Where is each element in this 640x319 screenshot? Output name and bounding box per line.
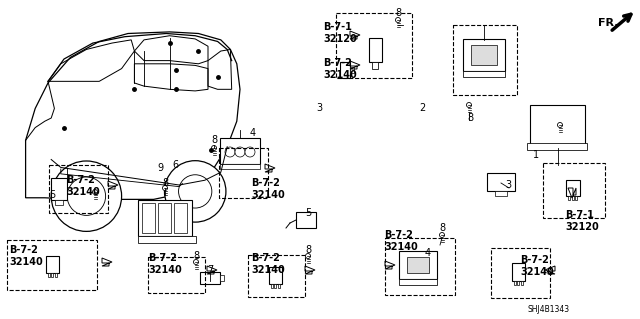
Bar	[406, 256, 429, 273]
Text: 5: 5	[305, 208, 311, 218]
Text: 5: 5	[49, 190, 55, 200]
Text: B-7-2
32140: B-7-2 32140	[520, 255, 554, 277]
Bar	[566, 180, 580, 196]
Bar	[369, 38, 381, 62]
Text: 8: 8	[162, 178, 168, 188]
Bar	[49, 165, 108, 213]
Bar	[399, 279, 437, 285]
Text: 8: 8	[467, 113, 473, 123]
Circle shape	[467, 102, 472, 108]
Bar	[220, 138, 260, 164]
Circle shape	[396, 18, 401, 23]
Circle shape	[225, 147, 235, 157]
Text: 8: 8	[305, 245, 311, 255]
Text: B-7-2
32140: B-7-2 32140	[251, 253, 285, 275]
Text: 3: 3	[505, 180, 511, 190]
Bar	[269, 266, 282, 284]
Bar	[463, 39, 505, 71]
Bar	[174, 203, 187, 233]
Bar	[527, 143, 587, 150]
Bar	[463, 71, 505, 77]
Text: B-7-1
32120: B-7-1 32120	[323, 22, 356, 44]
Bar	[138, 200, 192, 236]
Bar	[248, 255, 305, 297]
Bar	[340, 62, 350, 78]
Circle shape	[440, 233, 445, 238]
Text: SHJ4B1343: SHJ4B1343	[528, 305, 570, 314]
Circle shape	[305, 254, 310, 258]
Text: 3: 3	[316, 103, 322, 113]
Bar	[200, 272, 220, 284]
Circle shape	[211, 145, 216, 151]
Circle shape	[245, 147, 255, 157]
Bar	[142, 203, 155, 233]
Bar	[487, 173, 515, 191]
Text: B-7-2
32140: B-7-2 32140	[9, 245, 43, 267]
Bar	[511, 263, 525, 281]
Circle shape	[67, 177, 106, 215]
Bar	[517, 281, 519, 285]
Text: 7: 7	[207, 265, 213, 275]
Bar	[495, 191, 507, 196]
Circle shape	[557, 122, 563, 128]
Circle shape	[179, 175, 212, 208]
Text: 9: 9	[157, 163, 163, 173]
Bar	[7, 240, 97, 290]
Circle shape	[163, 186, 168, 190]
Text: B-7-2
32140: B-7-2 32140	[384, 230, 418, 252]
Bar	[513, 281, 515, 285]
Bar	[372, 62, 378, 69]
Bar	[491, 248, 550, 298]
Text: 8: 8	[211, 135, 217, 145]
Bar	[55, 200, 63, 205]
Bar	[158, 203, 171, 233]
Text: 6: 6	[172, 160, 178, 170]
Bar	[278, 284, 280, 287]
Bar	[453, 25, 517, 95]
Text: 1: 1	[533, 150, 539, 160]
Circle shape	[51, 161, 122, 231]
Circle shape	[164, 161, 226, 222]
Text: B-7-1
32120: B-7-1 32120	[565, 210, 599, 232]
Text: 4: 4	[425, 248, 431, 258]
Text: 2: 2	[419, 103, 425, 113]
Bar	[336, 13, 412, 78]
Bar	[219, 148, 268, 198]
Text: B-7-2
32140: B-7-2 32140	[66, 175, 100, 197]
Bar	[51, 272, 53, 277]
Text: 4: 4	[250, 128, 256, 138]
Text: B-7-2
32140: B-7-2 32140	[148, 253, 182, 275]
Bar	[51, 178, 67, 200]
Text: 8: 8	[193, 251, 199, 261]
Bar	[220, 275, 224, 281]
Text: FR.: FR.	[598, 18, 618, 28]
Bar	[472, 45, 497, 65]
Bar	[520, 281, 522, 285]
Bar	[399, 251, 437, 279]
Bar	[54, 272, 56, 277]
Text: 8: 8	[395, 8, 401, 18]
Bar	[385, 238, 455, 295]
Circle shape	[235, 147, 245, 157]
Bar	[543, 163, 605, 218]
Bar	[47, 272, 49, 277]
Bar	[350, 67, 354, 73]
Bar	[296, 212, 316, 228]
Bar	[530, 105, 585, 145]
Bar	[568, 196, 570, 200]
Bar	[575, 196, 577, 200]
Bar	[220, 164, 260, 169]
Bar	[274, 284, 276, 287]
Text: 8: 8	[439, 223, 445, 233]
Bar	[148, 257, 205, 293]
Text: B-7-2
32140: B-7-2 32140	[251, 178, 285, 200]
Bar	[271, 284, 273, 287]
Bar	[45, 256, 58, 272]
Circle shape	[93, 189, 97, 195]
Bar	[138, 236, 196, 243]
Bar	[572, 196, 573, 200]
Text: B-7-2
32140: B-7-2 32140	[323, 58, 356, 80]
Circle shape	[193, 259, 198, 264]
